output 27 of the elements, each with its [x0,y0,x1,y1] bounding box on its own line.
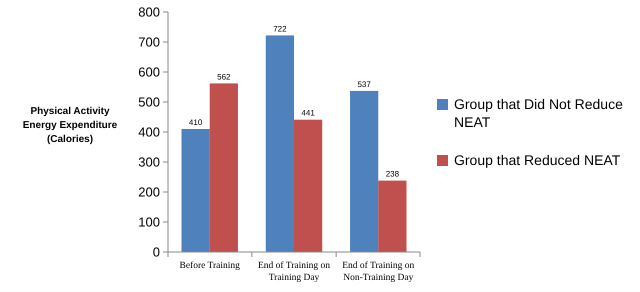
data-label: 441 [301,108,316,118]
x-tick-label: Before Training [180,261,240,271]
y-tick-label: 300 [138,154,160,170]
bar [181,129,210,252]
y-tick-label: 0 [152,244,160,260]
x-tick-label: End of Training on Training Day [258,261,330,283]
data-label: 722 [273,24,288,34]
bar [350,90,378,252]
y-tick-label: 700 [138,34,160,50]
legend-label: Group that Reduced NEAT [454,152,621,168]
y-tick-label: 800 [138,4,160,20]
bar [266,35,294,252]
data-label: 537 [357,80,372,89]
bar [294,120,322,252]
y-axis-title: Physical Activity Energy Expenditure (Calories) [22,106,118,145]
y-tick-label: 600 [138,64,160,80]
bar [210,83,238,252]
data-label: 410 [188,118,203,127]
y-tick-label: 400 [138,124,160,140]
bar [378,180,407,252]
y-tick-label: 200 [138,184,160,200]
x-tick-label: End of Training on Non-Training Day [342,261,415,283]
y-tick-label: 500 [138,94,160,110]
data-label: 238 [386,170,400,179]
data-label: 562 [217,72,232,82]
y-tick-label: 100 [138,214,160,230]
legend-label: Group that Did Not Reduce NEAT [454,96,624,130]
